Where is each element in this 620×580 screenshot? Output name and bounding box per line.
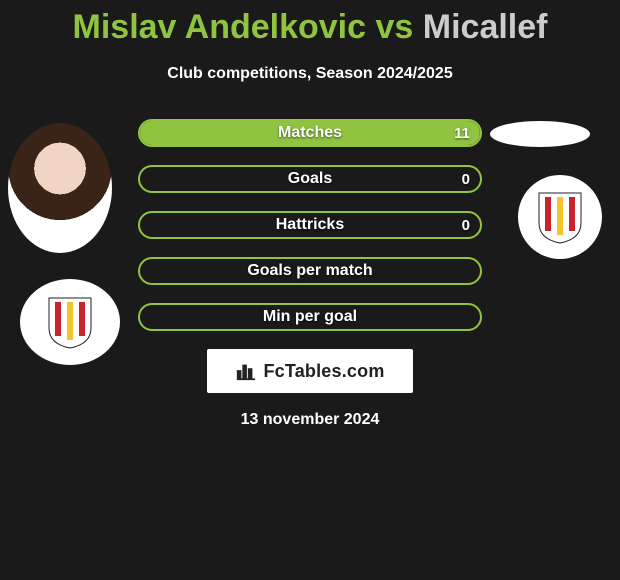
stat-bar: Min per goal: [138, 303, 482, 331]
stat-bar: Goals0: [138, 165, 482, 193]
stat-bar: Matches11: [138, 119, 482, 147]
stat-bar: Goals per match: [138, 257, 482, 285]
page-title: Mislav Andelkovic vs Micallef: [0, 0, 620, 47]
stat-value-right: 11: [454, 121, 470, 145]
brand-badge: FcTables.com: [207, 349, 413, 393]
player2-club-badge: [518, 175, 602, 259]
stat-label: Goals per match: [140, 259, 480, 283]
stat-label: Matches: [140, 121, 480, 145]
title-player2: Micallef: [423, 8, 548, 46]
subtitle: Club competitions, Season 2024/2025: [0, 65, 620, 83]
title-vs: vs: [375, 8, 413, 46]
club-shield-icon: [47, 294, 93, 350]
comparison-panel: Matches11Goals0Hattricks0Goals per match…: [0, 115, 620, 429]
date-text: 13 november 2024: [0, 411, 620, 429]
player1-club-badge: [20, 279, 120, 365]
stat-bar: Hattricks0: [138, 211, 482, 239]
stat-bars: Matches11Goals0Hattricks0Goals per match…: [138, 115, 482, 331]
stat-value-right: 0: [462, 213, 470, 237]
stat-value-right: 0: [462, 167, 470, 191]
stat-label: Min per goal: [140, 305, 480, 329]
chart-icon: [235, 360, 257, 382]
brand-text: FcTables.com: [263, 361, 384, 382]
player1-avatar: [8, 123, 112, 253]
title-player1: Mislav Andelkovic: [73, 8, 367, 46]
club-shield-icon: [537, 189, 583, 245]
player2-avatar: [490, 121, 590, 147]
stat-label: Hattricks: [140, 213, 480, 237]
stat-label: Goals: [140, 167, 480, 191]
